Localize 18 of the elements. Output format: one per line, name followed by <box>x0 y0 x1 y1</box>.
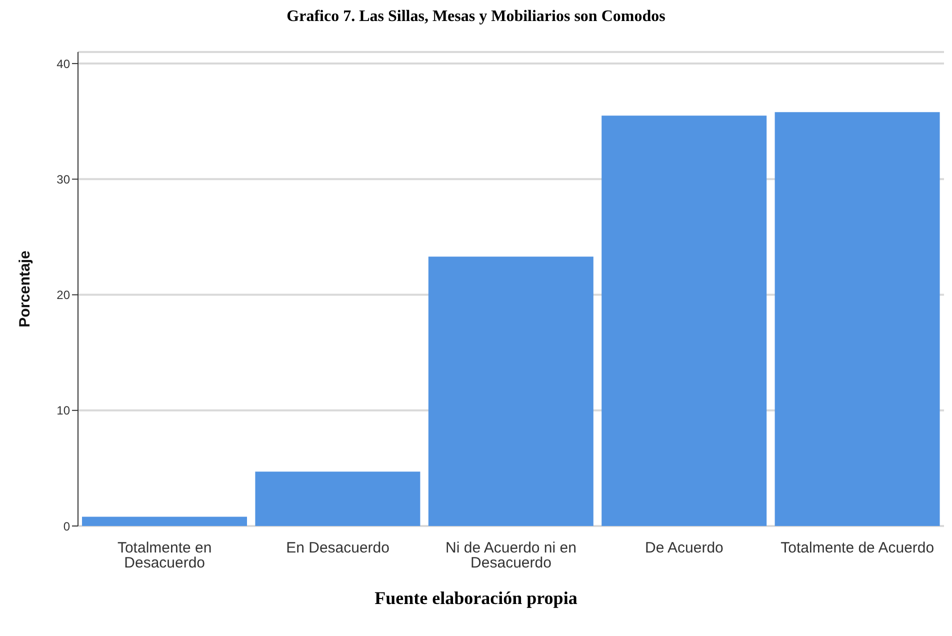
source-note: Fuente elaboración propia <box>374 588 578 609</box>
chart-title: Grafico 7. Las Sillas, Mesas y Mobiliarios son Comodos <box>286 8 666 26</box>
x-tick-label: Totalmente de Acuerdo <box>780 540 934 557</box>
bar <box>428 256 594 526</box>
x-tick-label: En Desacuerdo <box>286 540 390 557</box>
bar <box>255 472 420 526</box>
y-tick-label: 10 <box>56 404 70 418</box>
x-tick-label: Totalmente en Desacuerdo <box>117 540 212 572</box>
y-axis-title: Porcentaje <box>16 250 34 328</box>
bar <box>774 112 940 526</box>
y-tick-label: 30 <box>56 172 70 186</box>
y-tick-label: 40 <box>56 56 70 71</box>
y-tick-label: 20 <box>56 288 70 302</box>
y-tick-label: 0 <box>63 519 70 534</box>
x-tick-label: De Acuerdo <box>645 540 724 557</box>
bar <box>82 516 247 526</box>
x-tick-label: Ni de Acuerdo ni en Desacuerdo <box>446 540 576 572</box>
bar <box>602 116 767 526</box>
